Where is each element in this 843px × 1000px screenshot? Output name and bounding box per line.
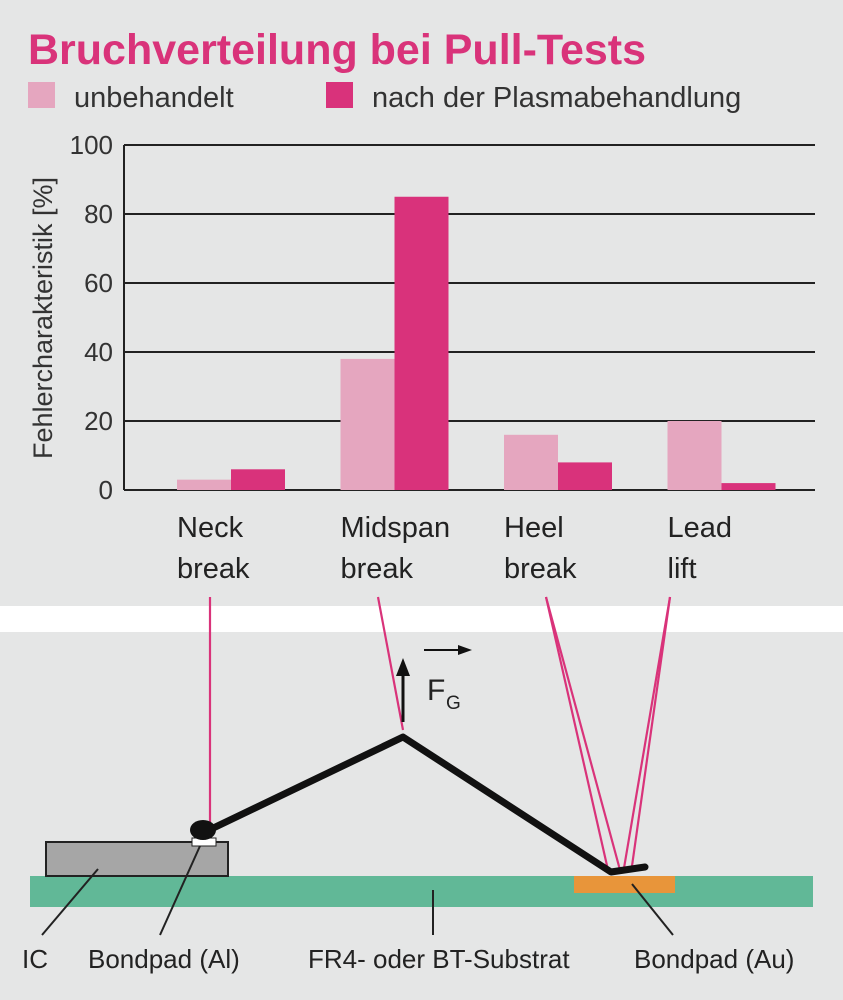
separator-band bbox=[0, 606, 843, 632]
y-tick-label-0: 0 bbox=[99, 475, 113, 505]
category-label-1-line2: break bbox=[341, 553, 414, 585]
bar-plasma-2 bbox=[558, 462, 612, 490]
force-vector-arrow-head bbox=[458, 645, 472, 655]
legend-swatch-unbehandelt bbox=[28, 82, 55, 108]
bar-unbehandelt-3 bbox=[667, 421, 722, 490]
y-tick-label-20: 20 bbox=[84, 406, 113, 436]
leader-ic bbox=[41, 868, 99, 936]
chart-title: Bruchverteilung bei Pull-Tests bbox=[28, 26, 646, 74]
y-axis-label: Fehlercharakteristik [%] bbox=[28, 177, 58, 459]
leader-bondpad-au bbox=[631, 883, 674, 936]
legend-label-unbehandelt: unbehandelt bbox=[74, 82, 234, 114]
y-tick-label-100: 100 bbox=[70, 130, 113, 160]
pointer-lead-lift-left bbox=[622, 596, 672, 869]
label-bondpad-al: Bondpad (Al) bbox=[88, 944, 240, 974]
category-label-0-line1: Neck bbox=[177, 512, 244, 544]
category-labels: Neck break Midspan break Heel break Lead lift bbox=[177, 512, 732, 585]
category-label-3-line1: Lead bbox=[668, 512, 733, 544]
legend-swatch-plasma bbox=[326, 82, 353, 108]
pointer-midspan-break bbox=[376, 596, 405, 731]
bar-plasma-1 bbox=[394, 196, 449, 490]
bond-wire bbox=[201, 733, 649, 876]
category-label-3-line2: lift bbox=[668, 553, 697, 585]
label-ic: IC bbox=[22, 944, 48, 974]
y-tick-labels: 0 20 40 60 80 100 bbox=[70, 130, 113, 505]
legend-label-plasma: nach der Plasmabehandlung bbox=[372, 82, 741, 114]
pointer-heel-break-left bbox=[544, 596, 610, 871]
category-label-2-line1: Heel bbox=[504, 512, 564, 544]
substrate bbox=[30, 876, 813, 907]
bar-unbehandelt-1 bbox=[340, 358, 395, 490]
pointer-lead-lift-right bbox=[630, 596, 672, 867]
force-subscript: G bbox=[446, 693, 461, 714]
force-arrow-up-head bbox=[396, 658, 410, 676]
bar-plasma-0 bbox=[231, 469, 285, 490]
category-label-0-line2: break bbox=[177, 553, 250, 585]
category-label-1-line1: Midspan bbox=[341, 512, 451, 544]
bar-plasma-3 bbox=[721, 483, 776, 490]
bars bbox=[177, 196, 776, 490]
y-tick-label-60: 60 bbox=[84, 268, 113, 298]
y-tick-label-80: 80 bbox=[84, 199, 113, 229]
category-label-2-line2: break bbox=[504, 553, 577, 585]
leader-bondpad-al bbox=[159, 845, 201, 936]
force-label: F bbox=[427, 674, 445, 707]
ball-bond bbox=[190, 820, 216, 840]
label-substrate: FR4- oder BT-Substrat bbox=[308, 944, 570, 974]
bar-unbehandelt-0 bbox=[177, 479, 231, 490]
pointer-lines bbox=[208, 596, 672, 871]
leader-lines bbox=[41, 845, 674, 936]
bondpad-au bbox=[574, 876, 675, 893]
bar-unbehandelt-2 bbox=[504, 434, 558, 490]
y-tick-label-40: 40 bbox=[84, 337, 113, 367]
label-bondpad-au: Bondpad (Au) bbox=[634, 944, 794, 974]
pointer-heel-break-right bbox=[544, 596, 622, 871]
ic-chip bbox=[45, 841, 229, 877]
